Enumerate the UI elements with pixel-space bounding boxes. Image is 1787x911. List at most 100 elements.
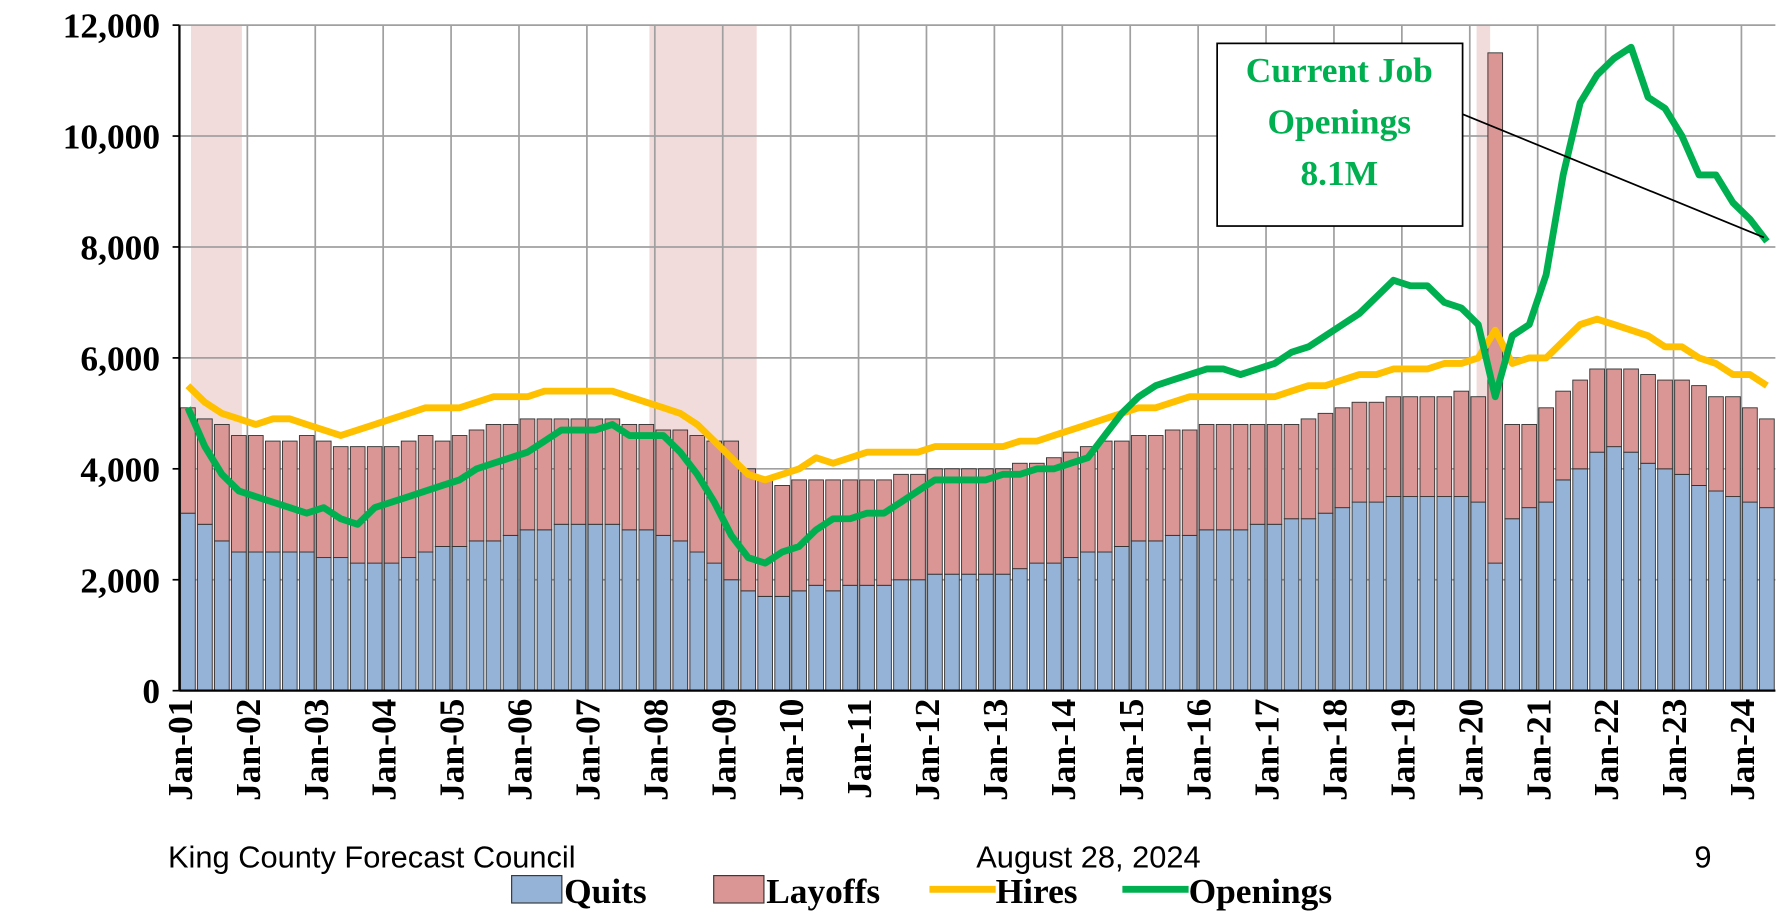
x-tick-label: Jan-04 <box>364 698 404 801</box>
bar <box>978 573 994 692</box>
bar <box>893 473 909 581</box>
x-tick-label: Jan-15 <box>1111 699 1151 801</box>
y-tick-label: 2,000 <box>80 560 160 600</box>
bar <box>1062 557 1079 692</box>
footer-right: 9 <box>1694 840 1711 875</box>
x-tick-label: Jan-17 <box>1247 699 1287 801</box>
bar <box>1317 412 1334 514</box>
x-tick-label: Jan-09 <box>703 699 743 801</box>
x-tick-label: Jan-02 <box>228 699 268 801</box>
bar <box>587 523 604 692</box>
line <box>185 315 1769 484</box>
bar <box>1351 401 1368 503</box>
bar <box>1606 368 1622 448</box>
bar <box>1708 396 1724 492</box>
bar <box>1691 385 1707 486</box>
bar <box>1300 418 1317 520</box>
bar <box>1538 501 1554 692</box>
bar <box>298 551 315 692</box>
bar <box>706 562 723 692</box>
bar <box>842 584 858 692</box>
bar <box>1436 396 1453 498</box>
bar <box>1708 490 1724 692</box>
bar <box>1096 440 1113 553</box>
bar <box>519 529 536 692</box>
bar <box>1487 562 1504 692</box>
bar <box>1079 446 1096 553</box>
bar <box>944 573 960 692</box>
bar <box>468 540 485 692</box>
x-tick-label: Jan-23 <box>1654 699 1694 801</box>
bar <box>1317 512 1334 692</box>
bar <box>876 584 892 692</box>
bar <box>1555 479 1571 692</box>
bar <box>927 573 943 692</box>
bar <box>825 590 841 692</box>
bar <box>315 557 332 692</box>
bar <box>366 562 383 692</box>
x-tick-label: Jan-03 <box>296 699 336 801</box>
bar <box>689 435 706 553</box>
bar <box>468 429 485 542</box>
legend-label: Hires <box>996 871 1078 911</box>
x-tick-label: Jan-13 <box>975 699 1015 801</box>
bar <box>1046 457 1062 564</box>
bar <box>672 540 689 692</box>
bar <box>638 423 655 531</box>
bar <box>281 440 298 553</box>
bar <box>485 423 502 542</box>
annotation-text: 8.1M <box>1300 153 1378 193</box>
bar <box>1504 518 1521 692</box>
legend-swatch <box>713 875 765 904</box>
bar <box>1572 379 1588 470</box>
bar <box>315 440 332 559</box>
lines <box>184 43 1770 567</box>
bar <box>434 440 451 547</box>
bar <box>961 573 977 692</box>
x-tick-label: Jan-14 <box>1043 698 1083 801</box>
bar <box>1521 423 1538 509</box>
bar <box>1589 368 1605 453</box>
bar <box>1232 529 1249 692</box>
bar <box>1538 407 1554 503</box>
bar <box>757 595 773 692</box>
bar <box>1691 485 1707 692</box>
bar <box>536 529 553 692</box>
bar <box>604 523 621 692</box>
bar <box>553 418 570 525</box>
bar <box>400 557 417 692</box>
bar <box>1181 534 1198 692</box>
bar <box>1487 52 1504 564</box>
annotation-text: Current Job <box>1246 50 1433 90</box>
bar <box>1147 435 1164 542</box>
bar <box>1232 423 1249 531</box>
bar <box>1504 423 1521 520</box>
bar <box>740 468 757 592</box>
legend-item: Hires <box>929 871 1078 911</box>
bar <box>961 468 977 575</box>
bar <box>553 523 570 692</box>
bar <box>1130 435 1147 542</box>
x-tick-label: Jan-21 <box>1518 699 1558 801</box>
bar <box>1062 451 1079 559</box>
bar <box>655 534 672 692</box>
bar <box>1283 423 1300 520</box>
annotation: Current Job Openings 8.1M <box>1216 42 1765 239</box>
bar <box>1164 429 1181 536</box>
annotation-text: Openings <box>1268 102 1412 142</box>
bar <box>1674 473 1690 692</box>
bar <box>1029 462 1045 564</box>
bar <box>1640 462 1656 692</box>
bar <box>180 512 196 692</box>
bar <box>1300 518 1317 692</box>
bar <box>825 479 841 592</box>
bar <box>740 590 757 692</box>
bar <box>1759 418 1775 509</box>
bar <box>265 551 281 692</box>
bar <box>1419 496 1436 692</box>
bars <box>180 52 1775 692</box>
annotation-arrow <box>1462 113 1765 239</box>
bar <box>1385 396 1402 498</box>
bar <box>1012 568 1028 692</box>
x-tick-label: Jan-11 <box>839 699 879 799</box>
